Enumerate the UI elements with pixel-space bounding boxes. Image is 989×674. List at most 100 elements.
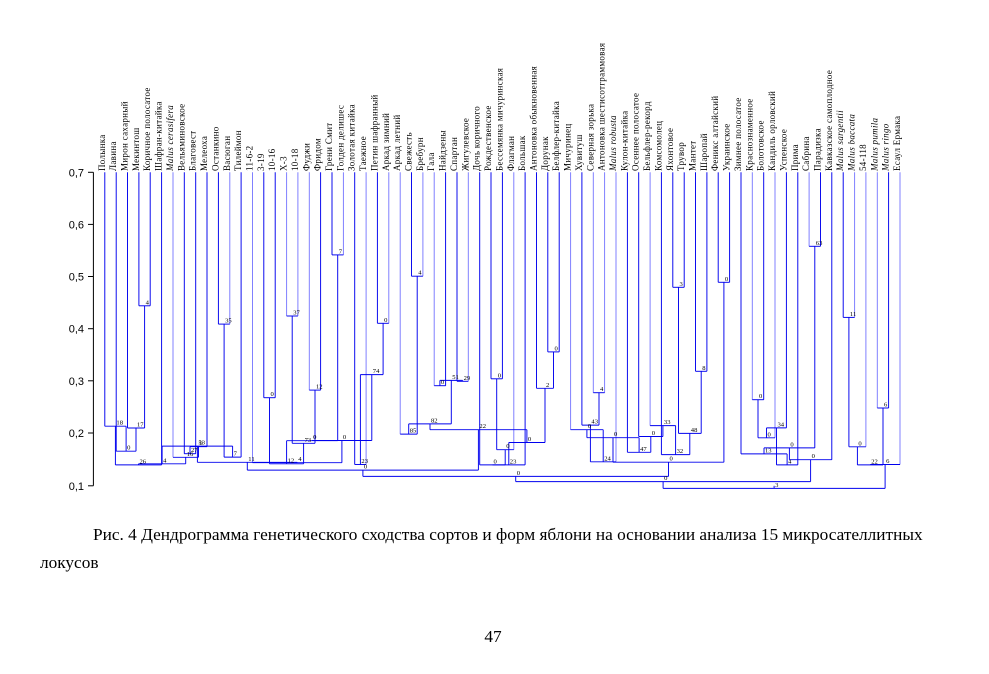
svg-text:Голден делишес: Голден делишес [335,105,345,171]
svg-text:8: 8 [702,365,706,372]
svg-text:33: 33 [664,419,671,426]
svg-text:Фуджи: Фуджи [301,143,311,171]
svg-text:Кандиль орловский: Кандиль орловский [767,91,777,171]
svg-text:0,5: 0,5 [69,272,84,284]
svg-text:Феникс алтайский: Феникс алтайский [710,96,720,171]
svg-text:4: 4 [600,386,604,393]
svg-text:Золотая китайка: Золотая китайка [347,104,357,171]
svg-text:0: 0 [506,443,510,450]
svg-text:0: 0 [555,345,559,352]
svg-text:0: 0 [528,436,532,443]
svg-text:Malus robusta: Malus robusta [608,115,618,172]
svg-text:Комсомолец: Комсомолец [653,121,663,171]
svg-text:43: 43 [591,419,598,426]
svg-text:6: 6 [886,458,890,465]
svg-text:53: 53 [198,440,205,447]
svg-text:4: 4 [418,270,422,277]
svg-text:37: 37 [293,310,300,317]
svg-text:Хувитуш: Хувитуш [574,134,584,171]
svg-text:Останкино: Останкино [210,126,220,171]
svg-text:Белфлер-китайка: Белфлер-китайка [551,101,561,171]
svg-text:локусов: локусов [40,553,99,572]
svg-text:63: 63 [816,240,823,247]
svg-text:Мелеоха: Мелеоха [199,136,209,171]
svg-text:Спартан: Спартан [449,137,459,171]
svg-text:Х-3: Х-3 [279,156,289,171]
svg-text:22: 22 [871,458,878,465]
svg-text:Грени Смит: Грени Смит [324,123,334,171]
svg-text:Свежесть: Свежесть [404,132,414,171]
svg-text:48: 48 [691,427,698,434]
svg-text:0: 0 [790,441,794,448]
svg-text:54-118: 54-118 [858,144,868,171]
svg-text:0,6: 0,6 [69,219,84,231]
svg-text:0: 0 [517,470,521,477]
svg-text:Прима: Прима [790,144,800,171]
svg-text:Парадизка: Парадизка [813,128,823,171]
svg-text:Петин шафранный: Петин шафранный [369,94,379,171]
svg-text:34: 34 [778,421,785,428]
svg-text:Тилеймон: Тилеймон [233,130,243,171]
svg-text:Шаропай: Шаропай [699,133,709,171]
svg-text:47: 47 [484,627,502,646]
svg-text:51: 51 [452,374,459,381]
svg-text:Дорунак: Дорунак [540,136,550,171]
svg-text:Malus ringo: Malus ringo [881,123,891,172]
svg-text:0: 0 [858,440,862,447]
svg-text:Аркад летний: Аркад летний [392,114,402,171]
svg-text:0: 0 [271,391,275,398]
svg-text:26: 26 [140,458,147,465]
svg-text:0: 0 [498,372,502,379]
svg-text:18: 18 [116,420,123,427]
svg-text:3: 3 [680,281,684,288]
svg-text:Антоновка обыкновенная: Антоновка обыкновенная [529,66,539,171]
svg-text:11: 11 [248,456,254,463]
svg-text:16: 16 [187,451,194,458]
svg-text:7: 7 [234,451,238,458]
svg-text:24: 24 [604,455,611,462]
svg-text:Большак: Большак [517,135,527,171]
svg-text:32: 32 [677,448,684,455]
svg-text:Зимнее полосатое: Зимнее полосатое [733,97,743,171]
svg-text:74: 74 [373,368,380,375]
svg-text:Сабрина: Сабрина [801,136,811,171]
svg-text:85: 85 [410,428,417,435]
svg-text:Полынка: Полынка [97,134,107,171]
svg-text:4: 4 [163,457,167,464]
svg-text:29: 29 [464,375,471,382]
svg-text:Таежное: Таежное [358,136,368,171]
svg-text:0: 0 [652,430,656,437]
svg-text:Коричное полосатое: Коричное полосатое [142,87,152,171]
svg-text:Васюган: Васюган [222,136,232,171]
svg-text:0: 0 [614,431,618,438]
svg-text:Мирон сахарный: Мирон сахарный [120,101,130,171]
svg-text:Жигулевское: Жигулевское [460,118,470,171]
svg-text:0,1: 0,1 [69,481,84,493]
svg-text:7: 7 [339,248,343,255]
svg-text:Трувор: Трувор [676,142,686,171]
svg-text:17: 17 [137,422,144,429]
svg-text:0,2: 0,2 [69,428,84,440]
svg-text:Краснознаменное: Краснознаменное [744,98,754,171]
svg-text:23: 23 [510,458,517,465]
svg-text:Мекинтош: Мекинтош [131,127,141,171]
svg-text:0: 0 [725,276,729,283]
svg-text:Вельяминовское: Вельяминовское [176,104,186,171]
svg-text:47: 47 [640,446,647,453]
svg-text:Кавказское самоплодное: Кавказское самоплодное [824,70,834,171]
svg-text:Malus sargentii: Malus sargentii [835,110,845,172]
svg-text:Malus cerasifera: Malus cerasifera [165,105,175,172]
svg-text:12: 12 [288,457,295,464]
svg-text:Бессемянка мичуринская: Бессемянка мичуринская [494,68,504,171]
svg-text:Флагман: Флагман [506,136,516,171]
svg-text:0: 0 [768,431,772,438]
svg-text:Лавина: Лавина [108,141,118,171]
svg-text:0: 0 [670,456,674,463]
svg-text:Благовест: Благовест [188,130,198,171]
svg-text:0,7: 0,7 [69,167,84,179]
svg-text:10-16: 10-16 [267,148,277,171]
svg-text:Осеннее полосатое: Осеннее полосатое [631,93,641,171]
svg-text:4: 4 [146,299,150,306]
svg-text:Болотовское: Болотовское [756,120,766,171]
svg-text:13: 13 [765,447,772,454]
